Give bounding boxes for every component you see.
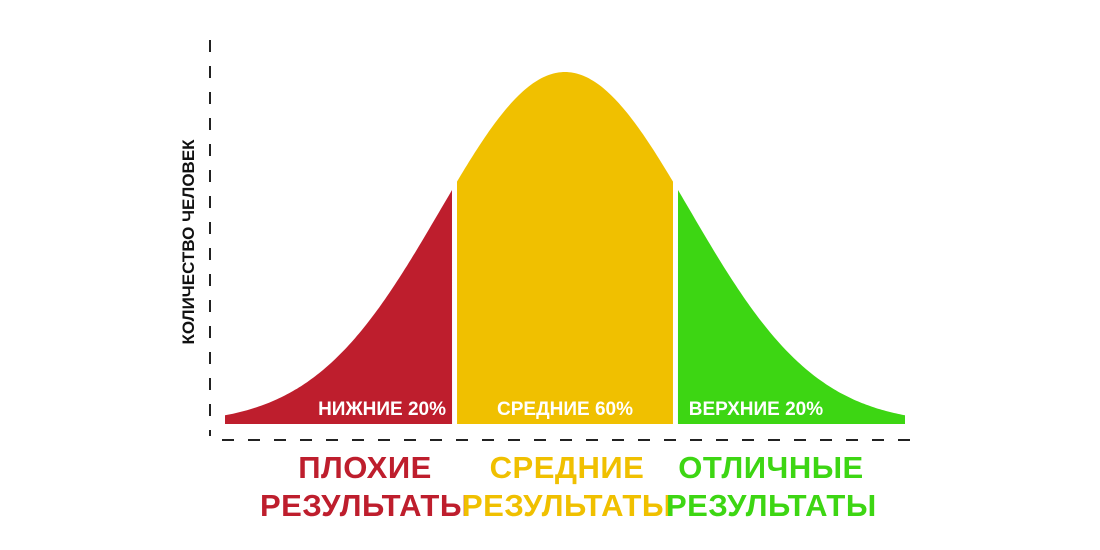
segment-label-bottom: НИЖНИЕ 20% <box>318 399 446 420</box>
category-label-line1: ОТЛИЧНЫЕ <box>678 450 864 485</box>
area-top-segment <box>677 190 905 424</box>
segment-label-top: ВЕРХНИЕ 20% <box>689 399 823 420</box>
category-label-middle: СРЕДНИЕ РЕЗУЛЬТАТЫ <box>462 449 672 525</box>
area-bottom-segment <box>225 190 453 424</box>
distribution-areas <box>225 72 905 424</box>
category-label-line2: РЕЗУЛЬТАТЫ <box>260 488 471 523</box>
area-middle-segment <box>457 72 673 424</box>
category-label-line1: ПЛОХИЕ <box>298 450 432 485</box>
category-label-bottom: ПЛОХИЕ РЕЗУЛЬТАТЫ <box>260 449 470 525</box>
segment-label-middle: СРЕДНИЕ 60% <box>497 399 633 420</box>
segment-labels: НИЖНИЕ 20% СРЕДНИЕ 60% ВЕРХНИЕ 20% <box>318 399 823 420</box>
y-axis-label: КОЛИЧЕСТВО ЧЕЛОВЕК <box>179 139 198 345</box>
category-label-line2: РЕЗУЛЬТАТЫ <box>462 488 673 523</box>
category-label-top: ОТЛИЧНЫЕ РЕЗУЛЬТАТЫ <box>666 449 876 525</box>
category-label-line1: СРЕДНИЕ <box>489 450 645 485</box>
category-label-line2: РЕЗУЛЬТАТЫ <box>666 488 877 523</box>
